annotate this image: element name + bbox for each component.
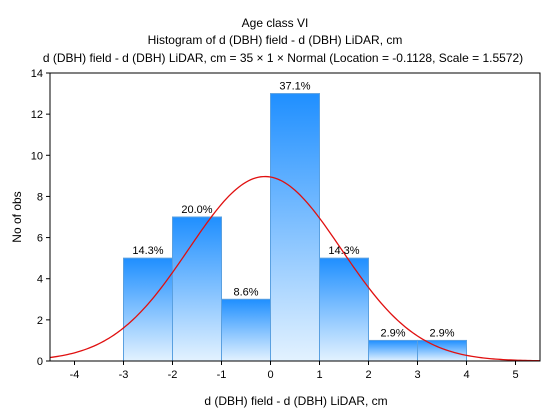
bar-percent-label: 37.1% — [279, 81, 310, 93]
bar-percent-label: 2.9% — [429, 327, 454, 339]
bar-labels-group: 14.3% 20.0% 8.6% 37.1% 14.3% 2.9% 2.9% — [132, 81, 454, 340]
bar-percent-label: 20.0% — [181, 204, 212, 216]
y-tick-label: 4 — [37, 274, 43, 286]
x-tick-label: -3 — [119, 369, 129, 381]
bar-percent-label: 8.6% — [233, 286, 258, 298]
x-tick-label: 4 — [463, 369, 469, 381]
x-axis: -4 -3 -2 -1 0 1 2 3 4 5 — [70, 361, 519, 381]
bar-percent-label: 14.3% — [328, 245, 359, 257]
y-tick-label: 12 — [31, 109, 43, 121]
histogram-bar — [172, 216, 222, 362]
bars-group — [123, 93, 467, 362]
y-tick-label: 0 — [37, 356, 43, 368]
histogram-bar — [221, 298, 271, 362]
x-axis-label: d (DBH) field - d (DBH) LiDAR, cm — [204, 394, 387, 408]
x-tick-label: 1 — [316, 369, 322, 381]
y-tick-label: 14 — [31, 68, 43, 80]
histogram-bar — [123, 257, 173, 362]
x-tick-label: 3 — [414, 369, 420, 381]
y-tick-label: 10 — [31, 150, 43, 162]
histogram-bar — [417, 339, 467, 362]
chart-subtitle: Histogram of d (DBH) field - d (DBH) LiD… — [148, 33, 403, 47]
histogram-bar — [270, 93, 320, 362]
x-tick-label: -1 — [217, 369, 227, 381]
x-tick-label: -2 — [168, 369, 178, 381]
y-tick-label: 2 — [37, 315, 43, 327]
y-tick-label: 8 — [37, 191, 43, 203]
x-tick-label: 5 — [512, 369, 518, 381]
normal-fit-curve — [49, 175, 541, 362]
y-axis: 0 2 4 6 8 10 12 14 — [31, 68, 50, 368]
y-tick-label: 6 — [37, 233, 43, 245]
x-tick-label: 2 — [365, 369, 371, 381]
bar-percent-label: 14.3% — [132, 245, 163, 257]
chart-title: Age class VI — [242, 16, 309, 30]
histogram-bar — [319, 257, 369, 362]
histogram-bar — [368, 339, 418, 362]
plot-frame — [49, 72, 541, 362]
bar-percent-label: 2.9% — [380, 327, 405, 339]
fit-formula: d (DBH) field - d (DBH) LiDAR, cm = 35 ×… — [43, 51, 523, 65]
x-tick-label: -4 — [70, 369, 80, 381]
x-tick-label: 0 — [267, 369, 273, 381]
y-axis-label: No of obs — [10, 191, 24, 242]
